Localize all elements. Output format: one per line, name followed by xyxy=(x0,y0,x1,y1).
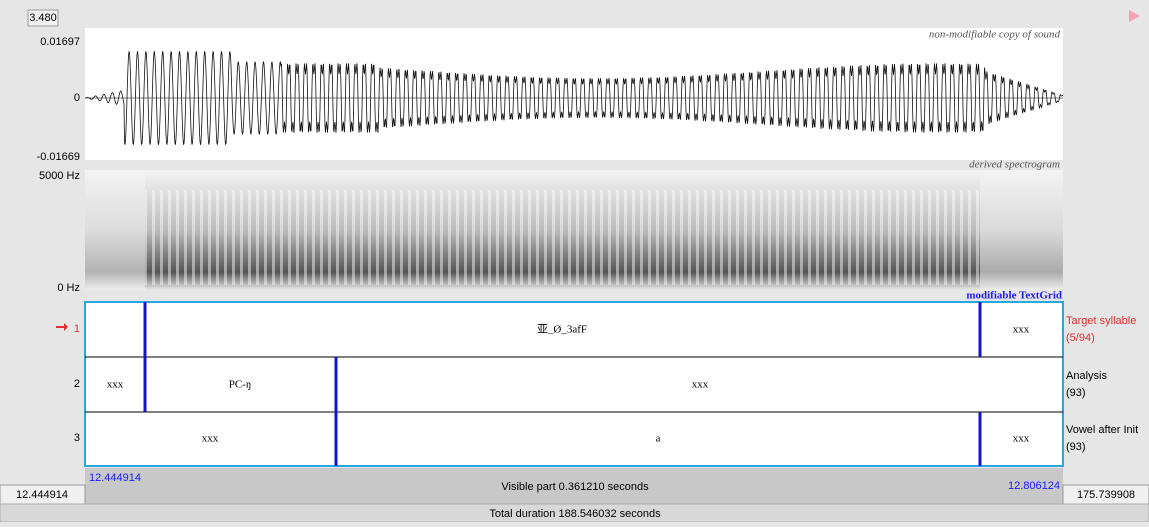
interval-text[interactable]: xxx xyxy=(202,433,219,445)
tier-count: (93) xyxy=(1066,387,1086,399)
interval-text[interactable]: xxx xyxy=(692,379,709,391)
interval-text[interactable]: xxx xyxy=(1013,433,1030,445)
tier-name: Target syllable xyxy=(1066,315,1136,327)
spectrogram-silence xyxy=(980,170,1063,290)
interval-text[interactable]: xxx xyxy=(107,379,124,391)
spectrogram-fmin: 0 Hz xyxy=(57,282,80,294)
waveform-ymin: -0.01669 xyxy=(37,151,80,163)
page: {"header": {"cursor_time": "3.480"}, "wa… xyxy=(0,0,1149,522)
visible-part: Visible part 0.361210 seconds xyxy=(501,481,649,493)
waveform-ymax: 0.01697 xyxy=(40,36,80,48)
interval-text[interactable]: xxx xyxy=(1013,324,1030,336)
spectrogram-label: derived spectrogram xyxy=(969,159,1060,171)
spectrogram-silence xyxy=(85,170,145,290)
interval-text[interactable]: 亚_Ø_3afF xyxy=(537,324,587,336)
tier-number: 2 xyxy=(74,378,80,390)
editor: 3.480 non-modifiable copy of sound 0.016… xyxy=(0,0,1149,522)
waveform-label: non-modifiable copy of sound xyxy=(929,29,1061,41)
tier-number: 1 xyxy=(74,323,80,335)
tier-number: 3 xyxy=(74,432,80,444)
visible-start: 12.444914 xyxy=(89,472,141,484)
total-duration: Total duration 188.546032 seconds xyxy=(489,508,661,520)
visible-end: 12.806124 xyxy=(1008,480,1060,492)
interval-text[interactable]: PC-ŋ xyxy=(229,379,252,391)
interval-text[interactable]: a xyxy=(656,433,661,445)
waveform-zero: 0 xyxy=(74,92,80,104)
spectrogram-texture xyxy=(145,190,980,285)
tier-name: Analysis xyxy=(1066,370,1107,382)
window-start: 12.444914 xyxy=(16,489,68,501)
window-end: 175.739908 xyxy=(1077,489,1135,501)
tier-name: Vowel after Init xyxy=(1066,424,1138,436)
textgrid-label: modifiable TextGrid xyxy=(966,290,1062,302)
tier-count: (5/94) xyxy=(1066,332,1095,344)
tier-count: (93) xyxy=(1066,441,1086,453)
spectrogram-fmax: 5000 Hz xyxy=(39,170,80,182)
cursor-time: 3.480 xyxy=(29,12,57,24)
